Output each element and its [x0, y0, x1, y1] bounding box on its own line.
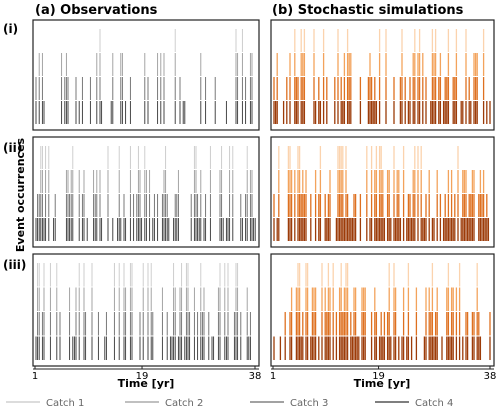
legend-label-catch-3: Catch 3 — [290, 398, 328, 409]
legend-label-catch-2: Catch 2 — [165, 398, 203, 409]
panel-frame — [270, 253, 495, 367]
panels — [32, 19, 495, 367]
legend-label-catch-1: Catch 1 — [46, 398, 84, 409]
x-axis-label-simulations: Time [yr] — [354, 377, 411, 390]
x-axis-label-observations: Time [yr] — [118, 377, 175, 390]
panel-frame — [32, 136, 260, 248]
x-tick-label: 19 — [136, 371, 149, 382]
x-tick-label: 38 — [484, 371, 497, 382]
legend: Catch 1 Catch 2 Catch 3 Catch 4 — [6, 398, 453, 409]
col-title-simulations: (b) Stochastic simulations — [272, 3, 464, 18]
panel-a-iii — [32, 253, 260, 367]
x-tick-label: 38 — [249, 371, 262, 382]
col-title-observations: (a) Observations — [35, 3, 158, 18]
x-tick-label: 19 — [372, 371, 385, 382]
row-label-ii: (ii) — [3, 141, 22, 155]
panel-b-i — [270, 19, 495, 131]
panel-b-iii — [270, 253, 495, 367]
legend-label-catch-4: Catch 4 — [415, 398, 453, 409]
y-axis-label: Event occurrences — [14, 137, 27, 252]
panel-a-i — [32, 19, 260, 131]
panel-a-ii — [32, 136, 260, 248]
x-tick-label: 1 — [32, 371, 38, 382]
row-label-iii: (iii) — [3, 258, 26, 272]
row-label-i: (i) — [3, 22, 18, 36]
panel-frame — [270, 136, 495, 248]
panel-b-ii — [270, 136, 495, 248]
panel-frame — [32, 253, 260, 367]
panel-frame — [270, 19, 495, 131]
panel-frame — [32, 19, 260, 131]
x-axes: 1 19 38 1 19 38 — [32, 366, 497, 382]
x-tick-label: 1 — [270, 371, 276, 382]
